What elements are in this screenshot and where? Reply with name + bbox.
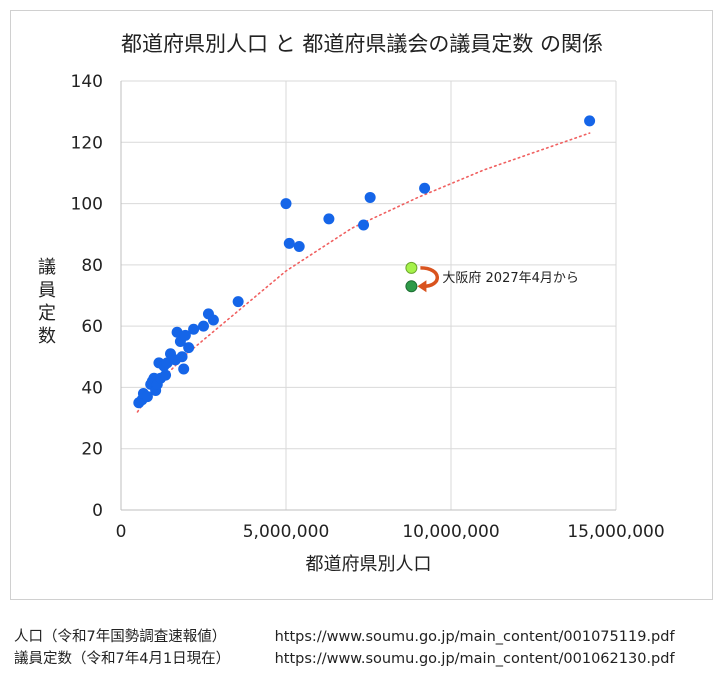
x-axis-title: 都道府県別人口: [306, 554, 432, 575]
arrow-head: [417, 280, 427, 293]
x-tick-label: 5,000,000: [243, 522, 330, 542]
data-point: [141, 391, 153, 403]
y-axis-title: 議員定数: [38, 257, 56, 347]
data-point: [198, 320, 209, 332]
scatter-chart: 都道府県別人口 と 都道府県議会の議員定数 の関係 0 20 40 60 80 100 120…: [38, 32, 665, 575]
chart-title: 都道府県別人口 と 都道府県議会の議員定数 の関係: [121, 32, 603, 56]
source-url[interactable]: https://www.soumu.go.jp/main_content/001…: [274, 629, 675, 645]
y-tick-label: 140: [71, 72, 103, 92]
y-tick-label: 0: [92, 501, 103, 521]
data-point: [280, 198, 292, 210]
y-tick-label: 80: [81, 256, 103, 276]
source-label: 議員定数（令和7年4月1日現在）: [14, 651, 231, 667]
chart-frame: 都道府県別人口 と 都道府県議会の議員定数 の関係 0 20 40 60 80 100 120…: [10, 10, 713, 600]
highlight-point-before: [405, 261, 418, 274]
data-point: [161, 357, 173, 369]
x-tick-label: 15,000,000: [567, 522, 664, 542]
data-point: [293, 240, 305, 252]
x-tick-label: 10,000,000: [402, 522, 499, 542]
y-tick-label: 100: [71, 195, 103, 215]
data-point: [364, 191, 376, 203]
highlight-label: 大阪府 2027年4月から: [442, 271, 579, 286]
arrow-curve: [420, 266, 439, 289]
data-point: [358, 219, 370, 231]
data-point: [207, 314, 219, 326]
y-tick-label: 60: [81, 317, 103, 337]
y-tick-label: 40: [81, 378, 103, 398]
y-tick-label: 20: [81, 440, 103, 460]
data-point: [323, 213, 335, 225]
source-row-seats: 議員定数（令和7年4月1日現在） https://www.soumu.go.jp…: [14, 647, 675, 668]
data-point: [178, 363, 190, 375]
source-url[interactable]: https://www.soumu.go.jp/main_content/001…: [274, 651, 675, 667]
data-point: [283, 237, 295, 249]
source-label: 人口（令和7年国勢調査速報値）: [14, 629, 227, 645]
data-point: [179, 329, 191, 341]
x-tick-label: 0: [116, 522, 127, 542]
data-point: [171, 326, 183, 338]
data-point: [188, 323, 200, 335]
data-point: [232, 296, 244, 308]
data-point: [160, 369, 172, 381]
data-point: [183, 342, 195, 354]
data-point: [584, 115, 596, 127]
y-tick-label: 120: [71, 133, 103, 153]
data-point: [176, 351, 188, 363]
source-row-population: 人口（令和7年国勢調査速報値） https://www.soumu.go.jp/…: [14, 625, 675, 646]
data-point: [419, 182, 431, 194]
highlight-point-after: [405, 280, 418, 293]
